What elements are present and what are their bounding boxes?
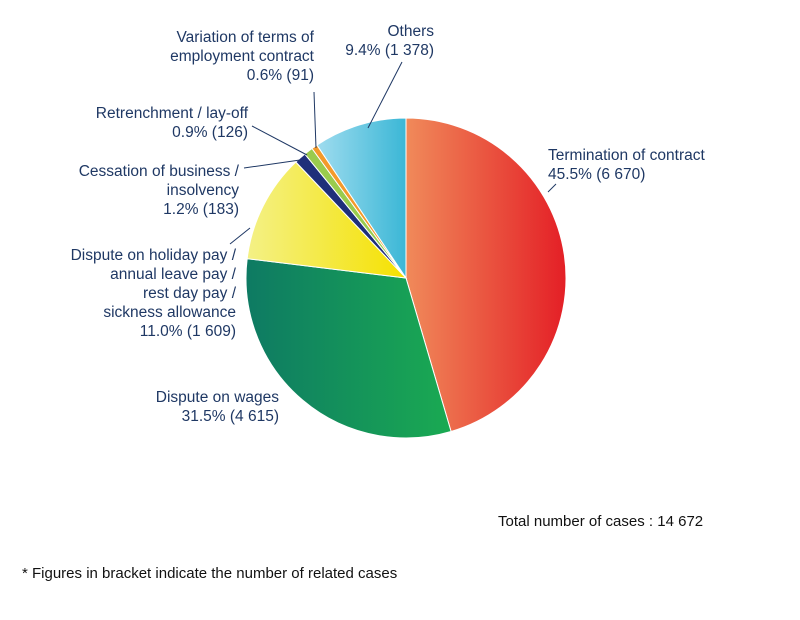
pie-slice-0 [405, 117, 567, 433]
slice-label-4: Retrenchment / lay-off 0.9% (126) [96, 105, 249, 141]
slice-value-4: 0.9% (126) [172, 124, 248, 141]
pie-slice-2 [246, 161, 408, 279]
footnote: * Figures in bracket indicate the number… [22, 565, 398, 582]
slice-label-line-2-2: rest day pay / [143, 285, 237, 302]
slice-value-5: 0.6% (91) [247, 67, 314, 84]
slice-label-1: Dispute on wages 31.5% (4 615) [156, 389, 279, 425]
pie-slices [245, 117, 567, 439]
slice-label-line-3-1: insolvency [167, 182, 240, 199]
slice-label-2: Dispute on holiday pay / annual leave pay… [71, 247, 237, 340]
slice-label-3: Cessation of business / insolvency 1.2% (1… [79, 163, 240, 218]
slice-label-line-6-0: Others [387, 23, 434, 40]
slice-label-line-5-1: employment contract [170, 48, 315, 65]
leader-line-3 [243, 159, 301, 169]
leader-line-4 [251, 125, 308, 156]
slice-value-3: 1.2% (183) [163, 201, 239, 218]
slice-label-line-3-0: Cessation of business / [79, 163, 240, 180]
leader-line-2 [229, 227, 251, 245]
slice-value-0: 45.5% (6 670) [548, 166, 645, 183]
slice-label-6: Others 9.4% (1 378) [345, 23, 434, 59]
slice-label-line-2-3: sickness allowance [103, 304, 236, 321]
slice-label-0: Termination of contract 45.5% (6 670) [548, 147, 705, 183]
slice-label-line-0-0: Termination of contract [548, 147, 705, 164]
leader-line-6 [367, 61, 403, 129]
slice-value-1: 31.5% (4 615) [182, 408, 279, 425]
pie-slice-1 [245, 258, 452, 439]
slice-label-line-2-1: annual leave pay / [110, 266, 237, 283]
slice-labels: Termination of contract 45.5% (6 670) Disp… [71, 23, 706, 425]
slice-label-line-4-0: Retrenchment / lay-off [96, 105, 249, 122]
slice-label-line-2-0: Dispute on holiday pay / [71, 247, 237, 264]
leader-line-0 [547, 183, 557, 193]
pie-slice-6 [316, 117, 407, 280]
total-cases: Total number of cases : 14 672 [498, 513, 704, 530]
slice-value-6: 9.4% (1 378) [345, 42, 434, 59]
slice-value-2: 11.0% (1 609) [140, 323, 236, 340]
leader-lines [229, 61, 557, 245]
slice-label-line-5-0: Variation of terms of [176, 29, 314, 46]
slice-label-line-1-0: Dispute on wages [156, 389, 279, 406]
leader-line-5 [313, 91, 317, 149]
slice-label-5: Variation of terms of employment contract… [170, 29, 315, 84]
